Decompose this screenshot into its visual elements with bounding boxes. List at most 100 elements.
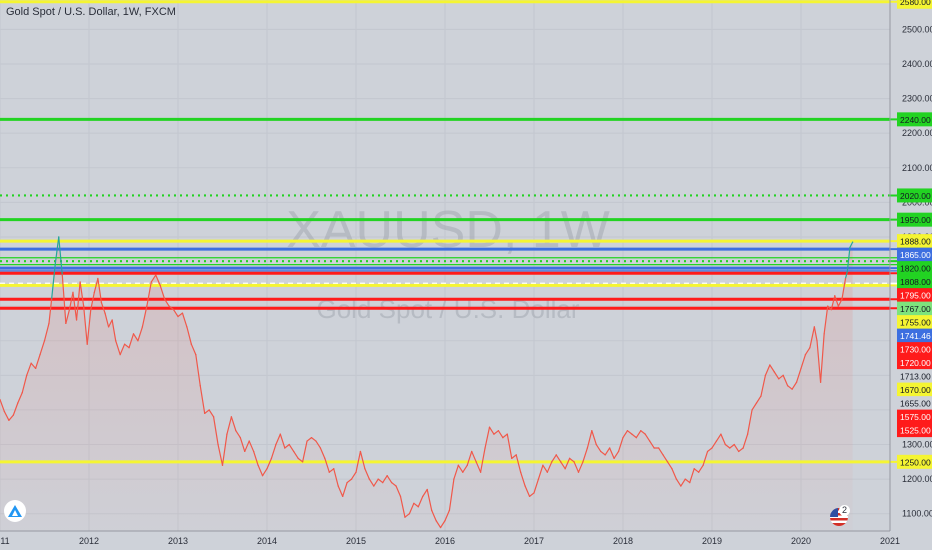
price-segment bbox=[809, 326, 815, 349]
price-point bbox=[12, 414, 14, 416]
price-label-box bbox=[897, 188, 932, 203]
price-point bbox=[431, 509, 433, 511]
price-segment bbox=[484, 426, 491, 449]
price-point bbox=[764, 374, 767, 376]
price-segment bbox=[649, 440, 655, 449]
price-segment bbox=[742, 433, 749, 449]
price-segment bbox=[342, 481, 348, 498]
price-segment bbox=[72, 291, 78, 321]
price-point bbox=[484, 447, 486, 449]
symbol-title[interactable]: Gold Spot / U.S. Dollar, 1W, FXCM bbox=[6, 6, 176, 18]
tradingview-logo-icon[interactable] bbox=[4, 500, 26, 522]
price-label: 2580.00 bbox=[900, 0, 931, 7]
price-point bbox=[261, 475, 264, 477]
price-segment bbox=[257, 464, 264, 477]
price-label: 1250.00 bbox=[900, 457, 931, 467]
price-point bbox=[751, 409, 753, 411]
price-label-box bbox=[897, 212, 932, 227]
price-segment bbox=[333, 468, 339, 487]
price-point bbox=[546, 471, 548, 473]
price-point bbox=[702, 464, 704, 466]
price-segment bbox=[471, 450, 477, 463]
price-segment bbox=[83, 305, 88, 345]
price-label: 1741.46 bbox=[900, 331, 931, 341]
price-segment bbox=[609, 447, 615, 459]
price-segment bbox=[666, 461, 673, 470]
price-point bbox=[435, 520, 437, 522]
price-point bbox=[51, 298, 53, 300]
price-point bbox=[622, 436, 624, 439]
price-segment bbox=[846, 246, 851, 273]
price-point bbox=[755, 402, 758, 404]
price-point bbox=[368, 478, 370, 480]
price-label-box bbox=[897, 396, 932, 411]
price-segment bbox=[431, 509, 437, 522]
price-point bbox=[471, 450, 473, 453]
price-point bbox=[693, 468, 695, 470]
price-segment bbox=[221, 433, 228, 466]
price-point bbox=[595, 443, 597, 446]
price-segment bbox=[79, 281, 85, 307]
price-point bbox=[235, 430, 237, 432]
price-segment bbox=[804, 347, 811, 356]
price-point bbox=[68, 309, 71, 311]
price-segment bbox=[293, 450, 299, 459]
price-segment bbox=[715, 433, 722, 442]
price-point bbox=[172, 309, 175, 311]
price-segment bbox=[591, 430, 597, 446]
price-segment bbox=[164, 298, 170, 307]
price-segment bbox=[564, 457, 571, 470]
x-tick-label: 2015 bbox=[346, 536, 366, 546]
price-point bbox=[30, 362, 32, 364]
price-segment bbox=[475, 461, 482, 473]
price-point bbox=[395, 485, 397, 487]
price-point bbox=[124, 343, 126, 345]
price-point bbox=[626, 430, 629, 432]
price-segment bbox=[813, 326, 818, 342]
price-point bbox=[742, 447, 744, 449]
price-segment bbox=[448, 478, 455, 511]
price-label-box bbox=[897, 328, 932, 343]
price-point bbox=[328, 471, 330, 473]
price-label: 1950.00 bbox=[900, 215, 931, 225]
price-segment bbox=[17, 392, 23, 404]
price-point bbox=[100, 302, 103, 304]
price-segment bbox=[577, 461, 584, 473]
price-point bbox=[444, 520, 446, 522]
price-segment bbox=[199, 385, 206, 414]
price-segment bbox=[520, 471, 526, 487]
price-point bbox=[61, 274, 63, 276]
price-point bbox=[841, 298, 843, 300]
price-point bbox=[386, 475, 388, 477]
price-point bbox=[671, 468, 673, 470]
price-point bbox=[324, 457, 326, 459]
price-point bbox=[837, 305, 839, 307]
price-label-box bbox=[897, 288, 932, 303]
price-point bbox=[819, 381, 822, 383]
price-segment bbox=[355, 450, 362, 473]
price-point bbox=[564, 468, 566, 470]
price-segment bbox=[150, 274, 157, 283]
price-segment bbox=[493, 430, 499, 435]
x-tick-label: 2020 bbox=[791, 536, 811, 546]
price-segment bbox=[626, 430, 633, 435]
time-axis[interactable]: 2011 2012 2013 2014 2015 2016 2017 2018 2019 2020… bbox=[0, 536, 900, 546]
price-point bbox=[466, 464, 468, 466]
price-point bbox=[640, 430, 642, 432]
price-point bbox=[306, 440, 308, 442]
price-label-box bbox=[897, 382, 932, 397]
price-segment bbox=[382, 475, 388, 484]
price-segment bbox=[86, 309, 92, 345]
price-segment bbox=[21, 374, 28, 394]
price-point bbox=[288, 443, 290, 446]
price-segment bbox=[75, 281, 81, 321]
price-label-box bbox=[897, 342, 932, 357]
price-point bbox=[573, 461, 575, 463]
price-segment bbox=[844, 270, 848, 280]
price-point bbox=[555, 454, 557, 456]
price-segment bbox=[662, 454, 669, 463]
price-segment bbox=[43, 322, 50, 342]
price-segment bbox=[511, 454, 517, 459]
price-segment bbox=[373, 478, 379, 487]
